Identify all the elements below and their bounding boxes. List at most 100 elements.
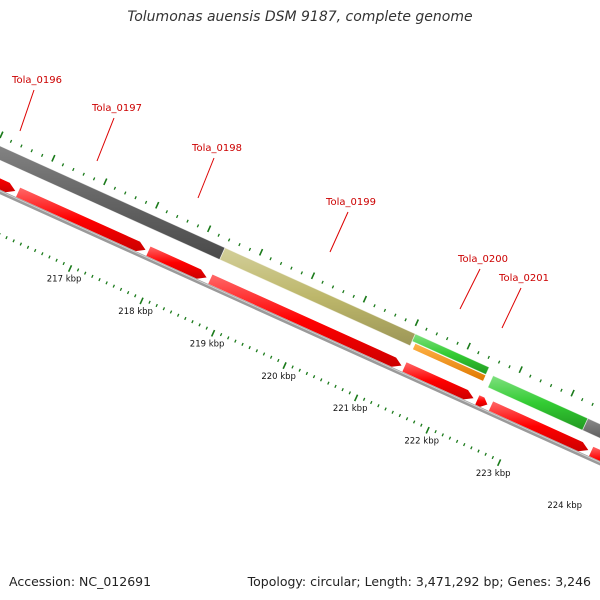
inner-tick [348, 391, 352, 395]
outer-tick [0, 131, 4, 139]
inner-tick [305, 371, 309, 376]
inner-tick [470, 446, 473, 450]
inner-tick [496, 459, 502, 467]
inner-tick [112, 284, 116, 288]
backbone-track [0, 189, 600, 466]
outer-tick [352, 294, 355, 298]
outer-tick [144, 200, 148, 205]
inner-tick [405, 417, 409, 421]
inner-tick [353, 394, 359, 402]
cds-arrow [587, 445, 600, 462]
outer-tick [103, 178, 108, 186]
inner-tick [420, 423, 423, 427]
inner-tick [441, 433, 444, 437]
gene-track [0, 145, 600, 439]
inner-tick [370, 400, 373, 405]
inner-tick [191, 320, 194, 324]
inner-tick [62, 261, 65, 266]
inner-tick [377, 404, 380, 408]
inner-tick [169, 310, 173, 314]
inner-tick [412, 420, 416, 424]
inner-tick [248, 345, 251, 350]
outer-tick [72, 167, 75, 172]
gene-label: Tola_0199 [325, 197, 376, 208]
inner-tick [139, 297, 144, 305]
cds-arrow [14, 186, 147, 252]
inner-tick [484, 452, 487, 456]
cds-arrow [207, 273, 403, 368]
outer-tick [40, 153, 44, 158]
inner-tick [41, 252, 44, 256]
outer-tick [238, 243, 241, 247]
gene-label: Tola_0200 [457, 254, 508, 265]
outer-tick [549, 383, 553, 388]
inner-tick [319, 378, 323, 382]
label-leader-line [329, 211, 349, 253]
inner-tick [334, 384, 337, 389]
outer-tick [373, 304, 376, 308]
outer-tick [300, 271, 304, 275]
outer-tick [529, 374, 532, 378]
outer-tick [217, 233, 220, 237]
inner-tick [425, 426, 430, 434]
inner-tick [184, 316, 187, 321]
inner-tick [26, 245, 30, 249]
inner-tick [126, 290, 130, 295]
outer-tick [570, 389, 575, 397]
backbone-highlight [0, 190, 600, 463]
inner-tick [463, 442, 466, 447]
inner-tick [219, 332, 223, 337]
inner-tick [455, 439, 459, 443]
inner-tick [298, 368, 301, 372]
scale-label: 218 kbp [118, 307, 153, 317]
scale-label: 221 kbp [333, 404, 368, 414]
inner-tick [327, 381, 330, 385]
label-leader-line [19, 89, 35, 132]
scale-label: 220 kbp [261, 372, 296, 382]
outer-tick [560, 388, 563, 392]
outer-tick [456, 341, 459, 345]
map-title: Tolumonas auensis DSM 9187, complete gen… [127, 9, 473, 25]
outer-tick [279, 261, 283, 266]
inner-tick [67, 265, 73, 273]
label-leader-line [96, 117, 115, 162]
gene-label: Tola_0198 [191, 143, 242, 154]
outer-tick [134, 196, 137, 200]
gene-bar-green [411, 333, 490, 376]
outer-tick [591, 402, 594, 406]
outer-tick [206, 225, 212, 233]
outer-tick [342, 289, 345, 294]
label-leader-line [197, 157, 215, 199]
inner-tick [491, 455, 495, 460]
inner-tick [76, 268, 80, 272]
outer-tick [383, 308, 387, 313]
outer-tick [362, 295, 368, 303]
outer-tick [227, 238, 231, 242]
scale-label: 217 kbp [47, 275, 82, 285]
inner-tick [362, 397, 366, 401]
inner-tick [277, 358, 280, 363]
accession-text: Accession: NC_012691 [9, 574, 152, 589]
outer-tick [580, 398, 584, 402]
inner-tick [155, 303, 158, 308]
cds-arrow [401, 361, 475, 401]
inner-tick [227, 336, 230, 340]
outer-tick [269, 257, 272, 261]
outer-tick [404, 318, 407, 322]
inner-tick [234, 339, 237, 343]
gene-label: Tola_0196 [11, 75, 62, 86]
outer-tick [331, 285, 335, 289]
outer-tick [196, 224, 200, 228]
inner-tick [19, 242, 23, 246]
inner-tick [434, 430, 437, 434]
outer-tick [92, 177, 96, 181]
outer-tick [466, 342, 471, 350]
inner-tick [48, 255, 51, 259]
outer-tick [394, 313, 397, 317]
outer-tick [425, 327, 428, 331]
inner-tick [105, 281, 108, 285]
label-leader-line [501, 287, 522, 329]
inner-tick [241, 342, 244, 346]
inner-tick [398, 413, 402, 418]
inner-tick [98, 278, 101, 282]
